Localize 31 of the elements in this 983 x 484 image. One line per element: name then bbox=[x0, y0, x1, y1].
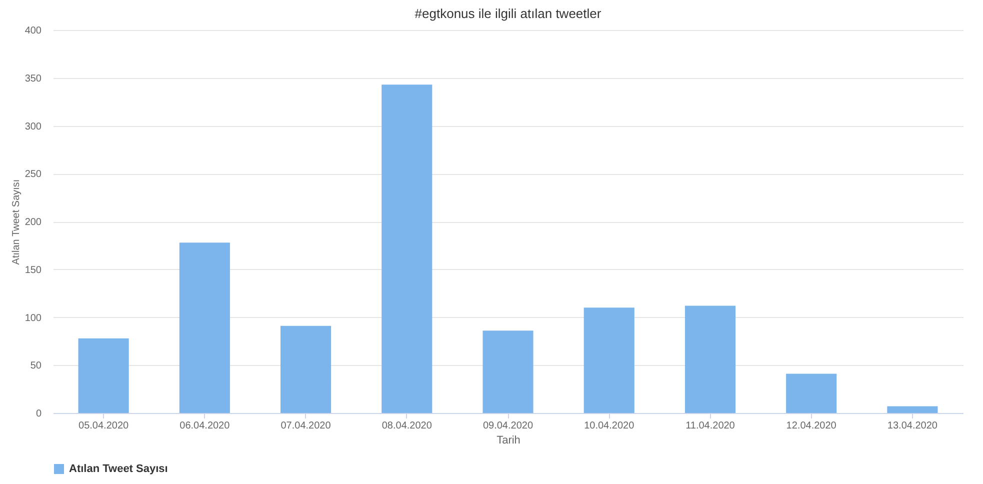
y-tick-label: 350 bbox=[24, 73, 42, 84]
bar bbox=[78, 338, 129, 413]
legend-label: Atılan Tweet Sayısı bbox=[69, 463, 168, 475]
bar bbox=[684, 306, 736, 413]
x-tick-label: 10.04.2020 bbox=[584, 420, 635, 432]
y-axis-title: Atılan Tweet Sayısı bbox=[10, 179, 22, 265]
bar bbox=[280, 326, 332, 413]
x-tick-label: 12.04.2020 bbox=[786, 420, 837, 432]
y-tick-label: 0 bbox=[36, 408, 42, 420]
bar bbox=[786, 374, 837, 413]
x-tick-label: 13.04.2020 bbox=[887, 420, 938, 432]
bar bbox=[179, 242, 230, 413]
x-tick-label: 07.04.2020 bbox=[280, 420, 332, 432]
bar bbox=[887, 406, 938, 413]
bar bbox=[482, 330, 534, 413]
y-tick-label: 300 bbox=[24, 121, 42, 132]
x-axis-title: Tarih bbox=[496, 434, 520, 446]
bar bbox=[584, 308, 634, 413]
y-tick-label: 400 bbox=[24, 26, 42, 36]
y-tick-label: 150 bbox=[24, 264, 42, 276]
x-tick-label: 11.04.2020 bbox=[686, 420, 736, 432]
x-tick-label: 08.04.2020 bbox=[382, 420, 432, 432]
y-tick-label: 50 bbox=[30, 360, 42, 372]
x-tick-label: 09.04.2020 bbox=[482, 420, 534, 432]
x-tick-label: 05.04.2020 bbox=[78, 420, 130, 432]
x-tick-label: 06.04.2020 bbox=[180, 420, 230, 432]
chart-title: #egtkonus ile ilgili atılan tweetler bbox=[414, 6, 602, 21]
bar bbox=[382, 84, 432, 413]
y-tick-label: 100 bbox=[24, 312, 42, 324]
y-tick-label: 200 bbox=[24, 217, 42, 228]
y-tick-label: 250 bbox=[24, 169, 42, 180]
